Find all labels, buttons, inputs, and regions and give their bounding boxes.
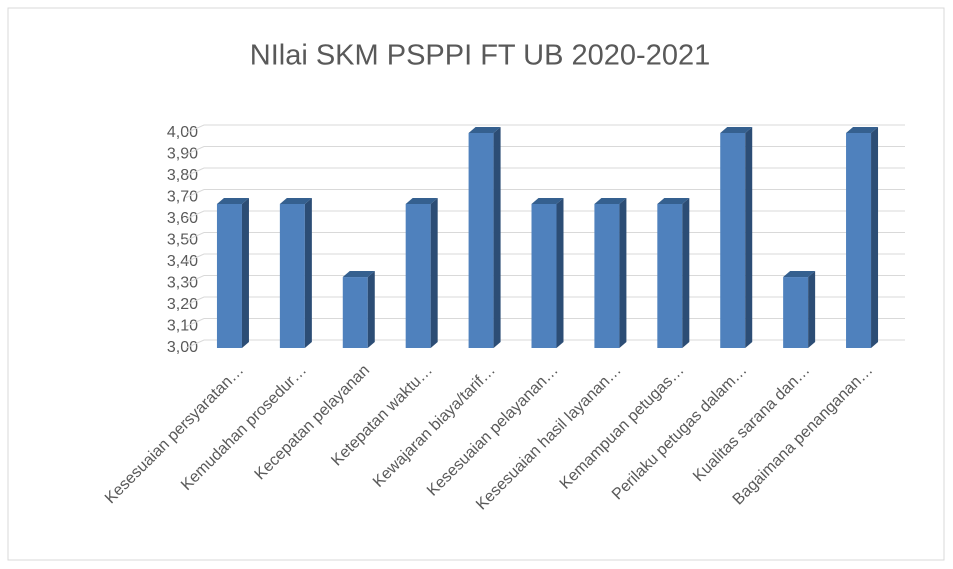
bar-side: [808, 271, 816, 348]
bar-side: [304, 197, 312, 348]
y-tick-label: 3,00: [167, 339, 198, 356]
bar-top: [720, 127, 753, 133]
bar-top: [594, 197, 627, 204]
bar: [531, 203, 557, 348]
bar-top: [531, 197, 564, 204]
bar-top: [279, 197, 312, 204]
bar: [657, 203, 683, 348]
bar-side: [619, 197, 627, 348]
bar: [468, 133, 494, 348]
bar-top: [342, 271, 375, 278]
bar-top: [657, 197, 690, 204]
bar: [720, 133, 746, 348]
grid-line: [185, 146, 905, 155]
bar-top: [846, 127, 879, 133]
bar: [342, 277, 368, 348]
y-tick-label: 3,90: [167, 146, 198, 163]
grid-line: [185, 167, 905, 177]
bar-side: [430, 197, 438, 348]
y-tick-label: 3,30: [167, 275, 198, 292]
grid-line: [185, 124, 905, 134]
bar-top: [783, 271, 816, 278]
bar: [216, 203, 242, 348]
grid-line: [185, 189, 905, 198]
y-tick-label: 3,60: [167, 210, 198, 227]
y-tick-label: 3,80: [167, 167, 198, 184]
y-tick-label: 3,50: [167, 232, 198, 249]
bar: [846, 133, 872, 348]
bar-top: [468, 127, 501, 133]
y-tick-label: 3,10: [167, 318, 198, 335]
y-tick-label: 3,40: [167, 253, 198, 270]
bar-side: [493, 127, 501, 348]
y-tick-label: 4,00: [167, 124, 198, 141]
bar: [783, 277, 809, 348]
chart-title: NIlai SKM PSPPI FT UB 2020-2021: [250, 40, 710, 72]
bar-top: [216, 197, 249, 204]
bar-side: [745, 127, 753, 348]
bar-side: [556, 197, 564, 348]
bar-side: [682, 197, 690, 348]
y-tick-label: 3,20: [167, 296, 198, 313]
bar-side: [871, 127, 879, 348]
bar: [594, 203, 620, 348]
bar-top: [405, 197, 438, 204]
bar-side: [367, 271, 375, 348]
bar: [279, 203, 305, 348]
bar-side: [241, 197, 249, 348]
y-tick-label: 3,70: [167, 189, 198, 206]
bar: [405, 203, 431, 348]
